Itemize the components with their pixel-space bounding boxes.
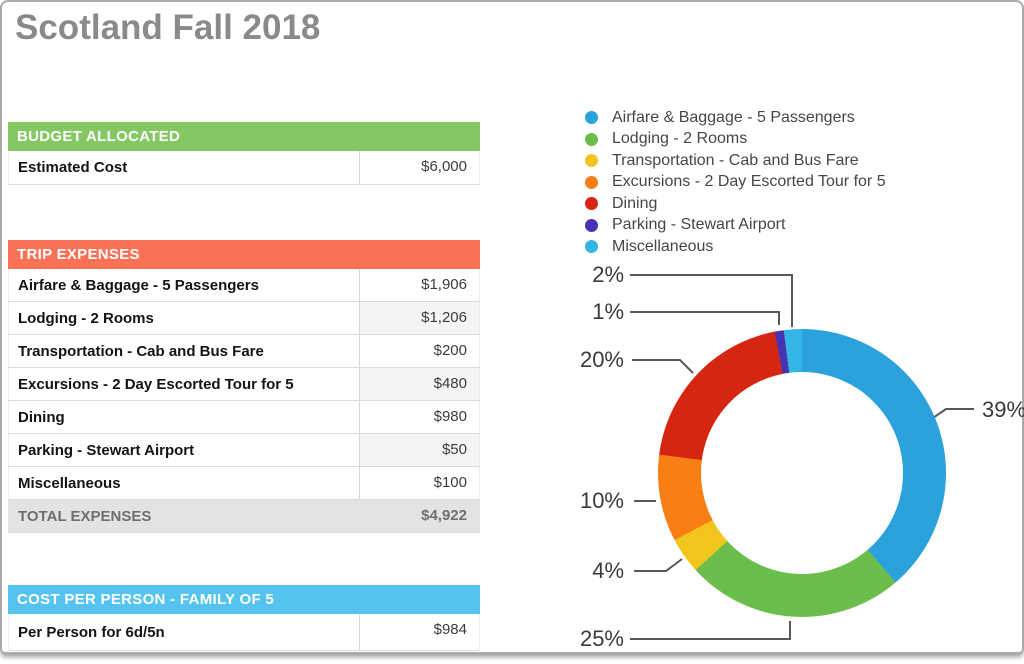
per-person-table-header: COST PER PERSON - FAMILY OF 5 (8, 585, 480, 614)
row-value: $1,206 (359, 302, 479, 334)
legend-label: Miscellaneous (612, 237, 714, 255)
row-value: $50 (359, 434, 479, 466)
table-row: Parking - Stewart Airport $50 (8, 434, 480, 467)
percent-label-parking: 1% (592, 299, 624, 324)
legend-item: Lodging - 2 Rooms (585, 129, 886, 151)
row-label: Transportation - Cab and Bus Fare (18, 342, 264, 360)
percent-label-airfare: 39% (982, 397, 1024, 422)
percent-label-excursions: 10% (579, 488, 624, 513)
percent-label-dining: 20% (579, 347, 624, 372)
row-label: Lodging - 2 Rooms (18, 309, 154, 327)
table-row: Dining $980 (8, 401, 480, 434)
legend-label: Lodging - 2 Rooms (612, 130, 748, 148)
budget-table-header: BUDGET ALLOCATED (8, 122, 480, 151)
table-row: Airfare & Baggage - 5 Passengers $1,906 (8, 269, 480, 302)
total-label: TOTAL EXPENSES (18, 507, 152, 525)
table-row: Transportation - Cab and Bus Fare $200 (8, 335, 480, 368)
row-value: $6,000 (359, 151, 479, 184)
row-value: $480 (359, 368, 479, 400)
legend-label: Parking - Stewart Airport (612, 216, 786, 234)
legend-item: Dining (585, 193, 886, 215)
legend-label: Dining (612, 194, 658, 212)
legend-dot-icon (585, 154, 598, 168)
row-value: $200 (359, 335, 479, 367)
percent-label-transportation: 4% (592, 558, 624, 583)
row-label: Per Person for 6d/5n (18, 623, 165, 641)
row-label: Estimated Cost (18, 159, 128, 176)
donut-chart: 2% 1% 20% 10% 4% 25% 39% (532, 252, 1024, 664)
total-expenses-row: TOTAL EXPENSES $4,922 (8, 500, 480, 533)
table-row: Per Person for 6d/5n $984 (8, 614, 480, 651)
legend-item: Airfare & Baggage - 5 Passengers (585, 107, 886, 129)
row-label: Excursions - 2 Day Escorted Tour for 5 (18, 375, 294, 393)
trip-expenses-table: TRIP EXPENSES Airfare & Baggage - 5 Pass… (8, 240, 480, 533)
legend-label: Airfare & Baggage - 5 Passengers (612, 108, 855, 126)
row-label: Miscellaneous (18, 474, 121, 492)
legend-dot-icon (585, 111, 598, 125)
budget-allocated-table: BUDGET ALLOCATED Estimated Cost $6,000 (8, 122, 480, 185)
legend-dot-icon (585, 218, 598, 232)
percent-label-miscellaneous: 2% (592, 262, 624, 287)
table-row: Miscellaneous $100 (8, 467, 480, 500)
table-row: Excursions - 2 Day Escorted Tour for 5 $… (8, 368, 480, 401)
row-value: $1,906 (359, 269, 479, 301)
page-title: Scotland Fall 2018 (15, 8, 321, 47)
table-row: Lodging - 2 Rooms $1,206 (8, 302, 480, 335)
cost-per-person-table: COST PER PERSON - FAMILY OF 5 Per Person… (8, 585, 480, 651)
legend-dot-icon (585, 132, 598, 146)
legend-item: Parking - Stewart Airport (585, 215, 886, 237)
row-value: $100 (359, 467, 479, 499)
row-value: $980 (359, 401, 479, 433)
row-label: Airfare & Baggage - 5 Passengers (18, 276, 259, 294)
legend-dot-icon (585, 240, 598, 254)
legend-item: Excursions - 2 Day Escorted Tour for 5 (585, 172, 886, 194)
legend-dot-icon (585, 175, 598, 189)
legend-label: Excursions - 2 Day Escorted Tour for 5 (612, 173, 886, 191)
percent-label-lodging: 25% (579, 626, 624, 651)
total-value: $4,922 (421, 507, 467, 524)
expenses-table-header: TRIP EXPENSES (8, 240, 480, 269)
legend-item: Transportation - Cab and Bus Fare (585, 150, 886, 172)
table-row: Estimated Cost $6,000 (8, 151, 480, 185)
row-label: Dining (18, 408, 65, 426)
row-label: Parking - Stewart Airport (18, 441, 195, 459)
chart-legend: Airfare & Baggage - 5 Passengers Lodging… (585, 107, 886, 258)
row-value: $984 (359, 614, 479, 650)
callout-leader-lines (630, 274, 974, 640)
legend-label: Transportation - Cab and Bus Fare (612, 151, 859, 169)
legend-item: Miscellaneous (585, 236, 886, 258)
donut-ring (658, 329, 946, 617)
legend-dot-icon (585, 197, 598, 211)
donut-hole (701, 372, 903, 574)
